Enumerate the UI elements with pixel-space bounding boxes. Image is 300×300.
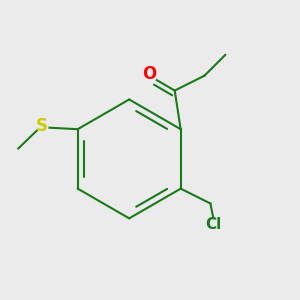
Text: O: O bbox=[142, 65, 157, 83]
Text: S: S bbox=[36, 117, 48, 135]
Text: Cl: Cl bbox=[205, 217, 221, 232]
